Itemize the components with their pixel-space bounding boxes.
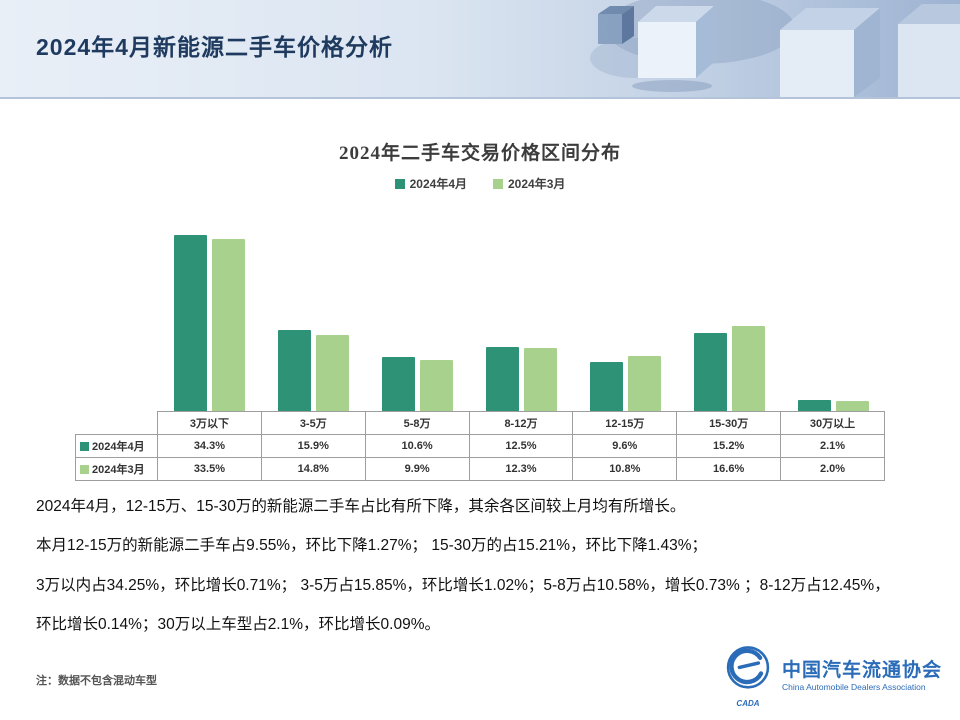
cube-floating: [632, 6, 714, 92]
table-cell: 2.0%: [780, 457, 885, 481]
table-cell: 2.1%: [780, 434, 885, 458]
table-cell: 9.9%: [364, 457, 470, 481]
bar-group-30万以上: [781, 206, 885, 411]
table-col-header-30万以上: 30万以上: [780, 411, 885, 435]
table-cell: 10.6%: [364, 434, 470, 458]
table-row-2024年3月: 2024年3月 33.5% 14.8% 9.9% 12.3% 10.8% 16.6% 2.0%: [75, 457, 885, 481]
table-header-row: 3万以下 3-5万 5-8万 8-12万 12-15万 15-30万 30万以上: [76, 411, 885, 435]
table-col-header-3-5万: 3-5万: [260, 411, 366, 435]
table-col-header-15-30万: 15-30万: [676, 411, 782, 435]
legend-label-april: 2024年4月: [409, 177, 467, 191]
table-cell: 15.9%: [260, 434, 366, 458]
table-cell: 9.6%: [572, 434, 678, 458]
table-cell: 12.3%: [468, 457, 574, 481]
cube-edge: [898, 4, 960, 97]
bar-2024年3月-12-15万: [627, 355, 661, 411]
row-label-swatch: [80, 442, 89, 451]
table-col-header-5-8万: 5-8万: [364, 411, 470, 435]
chart-legend: 2024年4月 2024年3月: [75, 175, 885, 192]
bar-2024年3月-3-5万: [315, 335, 349, 411]
plot-area: [157, 206, 885, 411]
table-corner-blank: [76, 412, 158, 435]
bar-2024年4月-3万以下: [173, 235, 207, 411]
bar-2024年4月-12-15万: [589, 361, 623, 411]
logo-badge-text: CADA: [736, 699, 760, 708]
table-row-2024年4月: 2024年4月 34.3% 15.9% 10.6% 12.5% 9.6% 15.2% 2.1%: [75, 434, 885, 458]
chart-title: 2024年二手车交易价格区间分布: [338, 143, 621, 164]
legend-swatch-april: [394, 178, 405, 189]
legend-item-april: 2024年4月: [394, 175, 467, 192]
bar-group-3-5万: [261, 206, 365, 411]
chart: 2024年二手车交易价格区间分布 2024年4月 2024年3月 3万以下 3-5…: [75, 138, 885, 481]
analysis-paragraph-3: 3万以内占34.25%，环比增长0.71%； 3-5万占15.85%，环比增长1…: [36, 576, 890, 594]
table-cell: 10.8%: [572, 457, 678, 481]
table-col-header-8-12万: 8-12万: [468, 411, 574, 435]
bar-2024年4月-8-12万: [485, 346, 519, 411]
bar-group-12-15万: [573, 206, 677, 411]
table-col-header-12-15万: 12-15万: [572, 411, 678, 435]
legend-label-march: 2024年3月: [508, 177, 566, 191]
bar-group-3万以下: [157, 206, 261, 411]
bar-group-5-8万: [365, 206, 469, 411]
footnote: 注：数据不包含混动车型: [36, 675, 157, 687]
page-title: 2024年4月新能源二手车价格分析: [36, 34, 393, 60]
legend-swatch-march: [493, 178, 503, 189]
table-row-label: 2024年4月: [75, 434, 158, 458]
data-table: 3万以下 3-5万 5-8万 8-12万 12-15万 15-30万 30万以上 2024年4…: [75, 411, 885, 481]
bar-group-15-30万: [677, 206, 781, 411]
bar-2024年4月-15-30万: [693, 333, 727, 411]
table-col-header-3万以下: 3万以下: [157, 411, 262, 435]
table-cell: 15.2%: [676, 434, 782, 458]
analysis-paragraph-4: 环比增长0.14%；30万以上车型占2.1%，环比增长0.09%。: [36, 616, 440, 634]
row-label-swatch: [80, 465, 89, 474]
table-cell: 16.6%: [676, 457, 782, 481]
bar-2024年3月-30万以上: [835, 400, 869, 411]
logo-name-en: China Automobile Dealers Association: [781, 681, 926, 692]
cada-emblem-icon: [726, 646, 770, 689]
logo-name-cn: 中国汽车流通协会: [781, 660, 942, 682]
table-cell: 14.8%: [260, 457, 366, 481]
bar-group-8-12万: [469, 206, 573, 411]
header: 2024年4月新能源二手车价格分析: [0, 0, 960, 99]
data-table-body: 3万以下 3-5万 5-8万 8-12万 12-15万 15-30万 30万以上 2024年4…: [75, 411, 885, 481]
table-cell: 34.3%: [157, 434, 262, 458]
analysis-paragraph-1: 2024年4月，12-15万、15-30万的新能源二手车占比有所下降，其余各区间…: [36, 498, 686, 515]
organization-logo: CADA 中国汽车流通协会 China Automobile Dealers A…: [722, 644, 942, 708]
table-cell: 33.5%: [157, 457, 262, 481]
logo-emblem: CADA: [722, 644, 774, 708]
logo-text: 中国汽车流通协会 China Automobile Dealers Associ…: [782, 660, 942, 692]
analysis-text: 2024年4月，12-15万、15-30万的新能源二手车占比有所下降，其余各区间…: [36, 496, 936, 654]
bar-2024年4月-3-5万: [277, 329, 311, 411]
table-row-label: 2024年3月: [75, 457, 158, 481]
bar-2024年3月-15-30万: [731, 325, 765, 411]
bar-2024年3月-8-12万: [523, 347, 557, 411]
decorative-cubes-graphic: [590, 0, 960, 97]
legend-item-march: 2024年3月: [493, 175, 565, 192]
analysis-paragraph-2: 本月12-15万的新能源二手车占9.55%，环比下降1.27%； 15-30万的…: [36, 537, 708, 555]
bar-2024年3月-5-8万: [419, 360, 453, 411]
bar-2024年4月-5-8万: [381, 356, 415, 411]
cube-large: [780, 8, 880, 97]
bar-2024年4月-30万以上: [797, 400, 831, 411]
cube-small: [598, 6, 634, 44]
bar-2024年3月-3万以下: [211, 239, 245, 411]
table-cell: 12.5%: [468, 434, 574, 458]
